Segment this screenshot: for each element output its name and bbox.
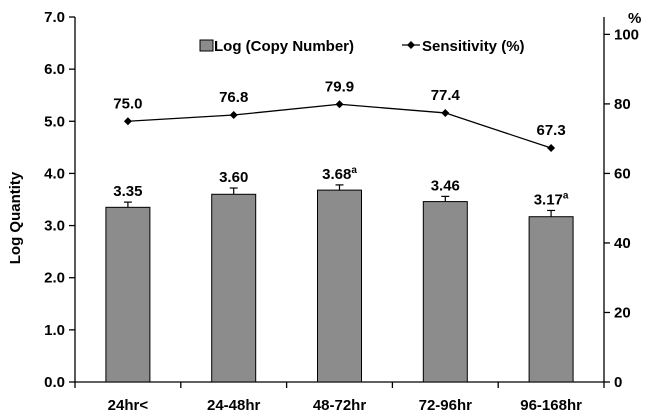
sensitivity-value-label: 67.3 — [536, 122, 565, 139]
y-axis-title: Log Quantity — [7, 171, 24, 264]
legend-label-line: Sensitivity (%) — [422, 38, 525, 55]
y2-tick-label: 0 — [614, 374, 622, 391]
y-tick-label: 5.0 — [44, 113, 65, 130]
legend-label-bars: Log (Copy Number) — [214, 38, 354, 55]
bar-value-label: 3.35 — [113, 183, 142, 200]
sensitivity-value-label: 77.4 — [431, 87, 461, 104]
x-tick-label: 72-96hr — [419, 397, 473, 414]
bar — [317, 189, 362, 383]
sensitivity-marker — [123, 117, 132, 126]
sensitivity-polyline — [127, 103, 552, 149]
superscript-a: a — [351, 165, 357, 176]
y2-tick-label: 100 — [614, 26, 639, 43]
legend-diamond-marker — [407, 41, 415, 49]
sensitivity-marker — [441, 108, 450, 117]
y2-tick-label: 60 — [614, 165, 631, 182]
y-tick-label: 3.0 — [44, 218, 65, 235]
x-tick-label: 24-48hr — [207, 397, 261, 414]
sensitivity-marker — [229, 111, 238, 120]
sensitivity-marker — [335, 100, 344, 109]
sensitivity-value-label: 76.8 — [219, 89, 248, 106]
y2-tick-label: 40 — [614, 235, 631, 252]
x-tick-label: 24hr< — [108, 397, 149, 414]
sensitivity-line — [123, 100, 556, 153]
y2-tick-label: 80 — [614, 96, 631, 113]
sensitivity-value-label: 75.0 — [113, 95, 142, 112]
bar — [422, 201, 468, 383]
y-tick-label: 1.0 — [44, 322, 65, 339]
tick-labels: 0.0 1.0 2.0 3.0 4.0 5.0 6.0 7.0 0 20 40 60 80 100 24hr… — [44, 9, 639, 414]
sensitivity-marker — [547, 144, 556, 153]
y-tick-label: 7.0 — [44, 9, 65, 26]
bar-value-label: 3.17a — [534, 190, 569, 208]
legend: Log (Copy Number) Sensitivity (%) — [199, 38, 525, 55]
data-labels: 3.35 3.60 3.68a 3.46 3.17a 75.0 76.8 79.9 77.4 67… — [113, 78, 569, 208]
superscript-a: a — [563, 190, 569, 201]
y-tick-label: 2.0 — [44, 270, 65, 287]
x-tick-label: 96-168hr — [520, 397, 582, 414]
y-tick-label: 0.0 — [44, 374, 65, 391]
bar-value-label: 3.60 — [219, 169, 248, 186]
bar-value-label: 3.68a — [322, 165, 357, 183]
x-tick-label: 48-72hr — [313, 397, 367, 414]
y-tick-label: 4.0 — [44, 165, 65, 182]
bar — [105, 206, 151, 383]
bars — [105, 184, 574, 383]
y-tick-label: 6.0 — [44, 61, 65, 78]
y2-tick-label: 20 — [614, 304, 631, 321]
bar — [211, 193, 257, 383]
bar — [528, 216, 574, 383]
bar-value-label: 3.46 — [431, 177, 460, 194]
legend-swatch-bars — [199, 39, 214, 52]
y2-axis-title: % — [628, 10, 641, 27]
sensitivity-value-label: 79.9 — [325, 78, 354, 95]
